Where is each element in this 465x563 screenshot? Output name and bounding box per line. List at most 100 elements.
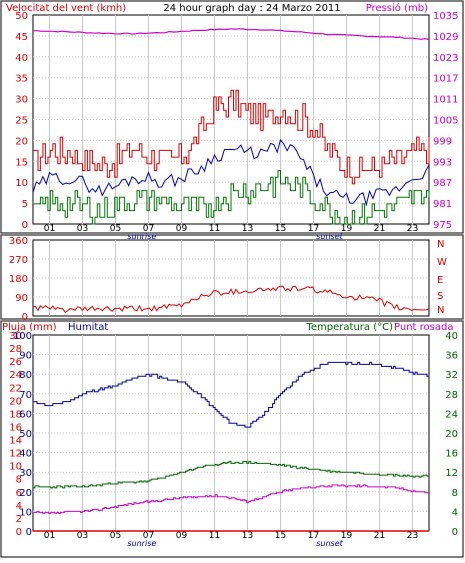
- series-wind-min: [33, 170, 430, 225]
- temperature-tick-label: 4: [452, 507, 458, 518]
- humidity-tick-label: 80: [19, 370, 32, 381]
- hour-tick-label: 19: [341, 531, 353, 541]
- temperature-tick-label: 28: [445, 390, 458, 401]
- rain-tick-label: 30: [9, 331, 22, 342]
- hour-tick-label: 09: [176, 224, 188, 234]
- wind-axis-title: Velocitat del vent (kmh): [6, 3, 126, 14]
- rain-tick-label: 20: [9, 396, 22, 407]
- panel-frame-3: [0, 320, 464, 558]
- wind-tick-label: 5: [22, 199, 28, 210]
- rain-tick-label: 22: [9, 383, 22, 394]
- hour-tick-label: 01: [44, 224, 55, 234]
- hour-tick-label: 05: [110, 224, 121, 234]
- wind-tick-label: 35: [15, 74, 28, 85]
- hour-tick-label: 21: [374, 224, 385, 234]
- hour-tick-label: 13: [242, 224, 253, 234]
- rain-tick-label: 14: [9, 436, 22, 447]
- sunrise-label: sunrise: [127, 232, 156, 241]
- series-average: [32, 138, 430, 207]
- hour-tick-label: 03: [77, 224, 88, 234]
- hour-tick-label: 19: [341, 224, 353, 234]
- humidity-tick-label: 10: [19, 507, 32, 518]
- wind-tick-label: 15: [15, 157, 28, 168]
- rain-tick-label: 24: [9, 370, 22, 381]
- pressure-tick-label: 987: [433, 178, 452, 189]
- rain-axis-title: Pluja (mm): [2, 322, 57, 333]
- pressure-tick-label: 993: [433, 157, 452, 168]
- hour-tick-label: 07: [143, 531, 154, 541]
- temperature-tick-label: 8: [452, 488, 458, 499]
- rain-tick-label: 4: [16, 501, 22, 512]
- hour-tick-label: 01: [44, 531, 55, 541]
- sunset-label: sunset: [316, 539, 343, 548]
- temperature-tick-label: 32: [445, 370, 458, 381]
- temperature-tick-label: 20: [445, 429, 458, 440]
- rain-tick-label: 10: [9, 462, 22, 473]
- wind-tick-label: 20: [15, 136, 28, 147]
- series-humidity: [33, 361, 429, 428]
- hour-tick-label: 09: [176, 531, 188, 541]
- pressure-axis-title: Pressió (mb): [366, 2, 428, 14]
- temperature-tick-label: 36: [445, 351, 458, 362]
- compass-label: E: [437, 275, 443, 286]
- direction-tick-label: 90: [15, 293, 28, 304]
- dewpoint-axis-title: Punt rosada: [394, 322, 453, 333]
- humidity-tick-label: 70: [19, 390, 32, 401]
- humidity-tick-label: 60: [19, 409, 32, 420]
- wind-tick-label: 45: [15, 32, 28, 43]
- hour-tick-label: 17: [308, 531, 319, 541]
- hour-tick-label: 15: [275, 531, 286, 541]
- hour-tick-label: 15: [275, 224, 286, 234]
- pressure-tick-label: 1023: [433, 53, 458, 64]
- hour-tick-label: 21: [374, 531, 385, 541]
- rain-tick-label: 18: [9, 409, 22, 420]
- hour-tick-label: 23: [407, 531, 418, 541]
- hour-tick-label: 07: [143, 224, 154, 234]
- temperature-tick-label: 24: [445, 409, 458, 420]
- pressure-tick-label: 1017: [433, 74, 458, 85]
- temperature-tick-label: 40: [445, 331, 458, 342]
- panel-frame-1: [0, 0, 464, 234]
- humidity-axis-title: Humitat: [68, 322, 108, 333]
- direction-tick-label: 180: [9, 274, 28, 285]
- series-pressure: [33, 28, 430, 40]
- compass-label: N: [437, 305, 444, 316]
- humidity-tick-label: 50: [19, 429, 32, 440]
- direction-tick-label: 0: [22, 312, 28, 323]
- humidity-tick-label: 90: [19, 351, 32, 362]
- pressure-tick-label: 975: [433, 220, 452, 231]
- wind-tick-label: 30: [15, 95, 28, 106]
- series-direction: [32, 285, 430, 313]
- series-gust: [33, 89, 430, 185]
- direction-tick-label: 360: [9, 236, 28, 247]
- rain-tick-label: 2: [16, 514, 22, 525]
- hour-tick-label: 23: [407, 224, 418, 234]
- sunset-label: sunset: [316, 232, 343, 241]
- pressure-tick-label: 1005: [433, 116, 458, 127]
- compass-label: N: [437, 239, 444, 250]
- rain-tick-label: 28: [9, 344, 22, 355]
- wind-tick-label: 0: [22, 220, 28, 231]
- temperature-tick-label: 0: [452, 527, 458, 538]
- series-dewpoint: [33, 484, 429, 514]
- hour-tick-label: 03: [77, 531, 88, 541]
- humidity-tick-label: 40: [19, 449, 32, 460]
- wind-tick-label: 50: [15, 11, 28, 22]
- rain-tick-label: 8: [16, 475, 22, 486]
- temperature-tick-label: 16: [445, 449, 458, 460]
- humidity-tick-label: 20: [19, 488, 32, 499]
- compass-label: S: [437, 291, 443, 302]
- hour-tick-label: 11: [209, 531, 220, 541]
- pressure-tick-label: 1011: [433, 95, 458, 106]
- humidity-tick-label: 100: [13, 331, 32, 342]
- rain-tick-label: 0: [16, 527, 22, 538]
- compass-label: W: [437, 257, 447, 268]
- humidity-tick-label: 30: [19, 468, 32, 479]
- panel-frame-2: [0, 234, 464, 320]
- temperature-axis-title: Temperatura (°C): [305, 322, 393, 333]
- direction-tick-label: 270: [9, 255, 28, 266]
- pressure-tick-label: 1035: [433, 11, 458, 22]
- wind-tick-label: 25: [15, 116, 28, 127]
- rain-tick-label: 6: [16, 488, 22, 499]
